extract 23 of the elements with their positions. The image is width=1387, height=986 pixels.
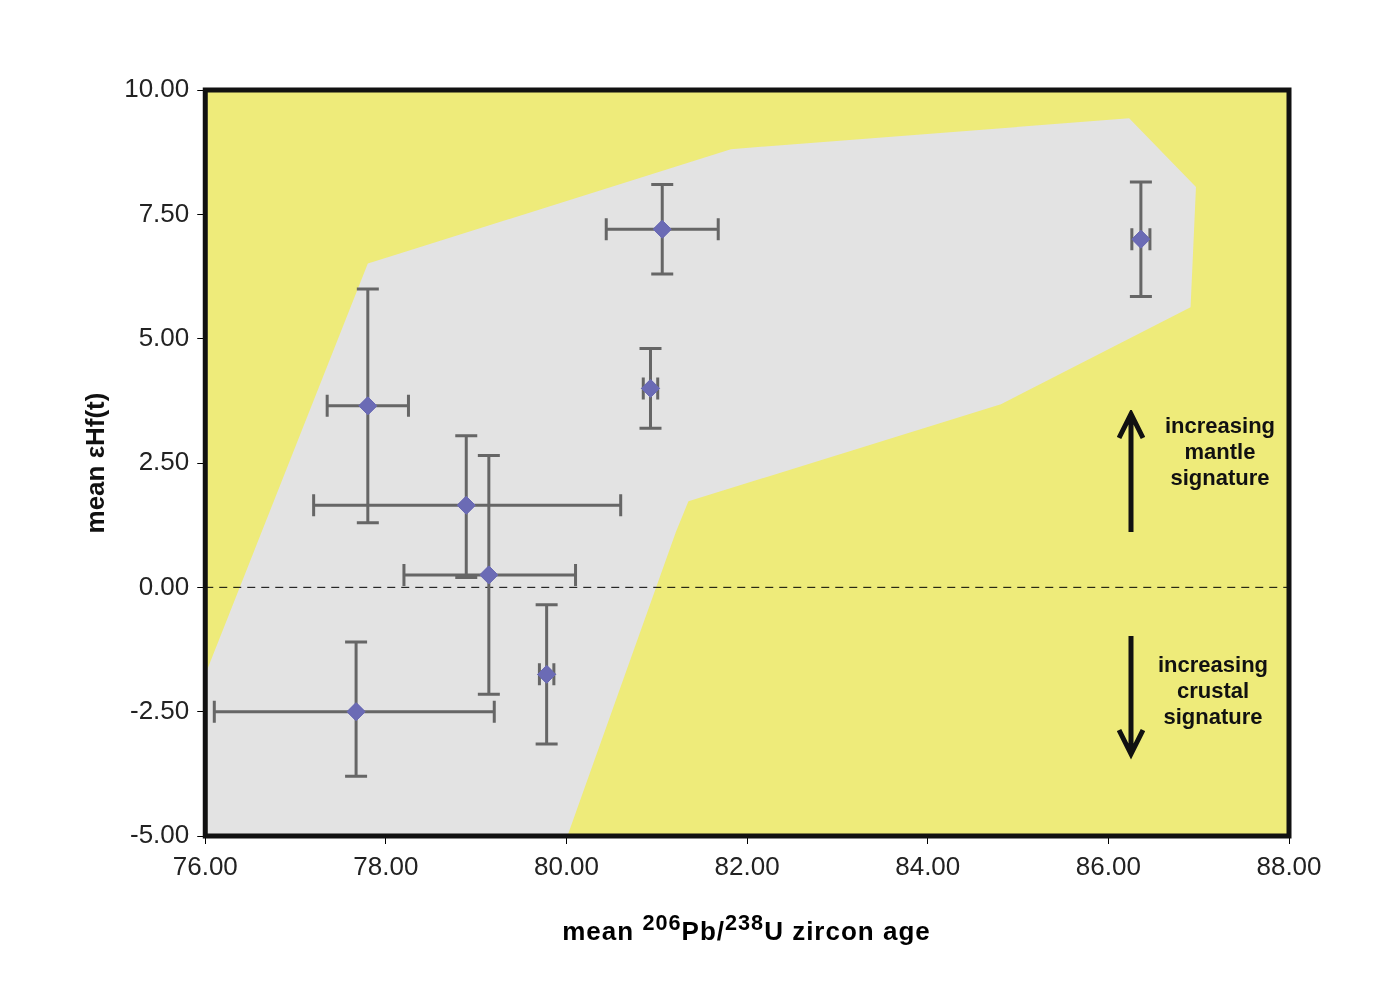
x-tick-label: 78.00 [353, 850, 419, 881]
y-tick-label: 10.00 [124, 73, 190, 104]
point [456, 495, 476, 515]
point [652, 219, 672, 239]
annotation: increasing mantle signature [1163, 413, 1276, 491]
y-tick-label: -5.00 [130, 819, 190, 850]
annotation: increasing crustal signature [1156, 652, 1269, 730]
x-tick-label: 80.00 [533, 850, 600, 881]
point [346, 702, 366, 722]
x-tick-label: 84.00 [895, 850, 961, 881]
y-axis-title: mean εHf(t) [79, 392, 110, 534]
y-tick-label: 2.50 [138, 446, 190, 477]
x-tick-label: 82.00 [714, 850, 780, 881]
y-tick-label: 0.00 [138, 570, 190, 601]
y-tick-label: 5.00 [138, 321, 190, 352]
y-tick-label: -2.50 [130, 694, 190, 725]
x-axis-title: mean $^{206}$Pb/$^{238}$U zircon age [561, 910, 932, 947]
x-tick-label: 88.00 [1256, 850, 1322, 881]
x-tick-label: 86.00 [1075, 850, 1141, 881]
y-tick-label: 7.50 [138, 197, 190, 228]
point [479, 565, 499, 585]
x-tick-label: 76.00 [172, 850, 238, 881]
point [358, 396, 378, 416]
